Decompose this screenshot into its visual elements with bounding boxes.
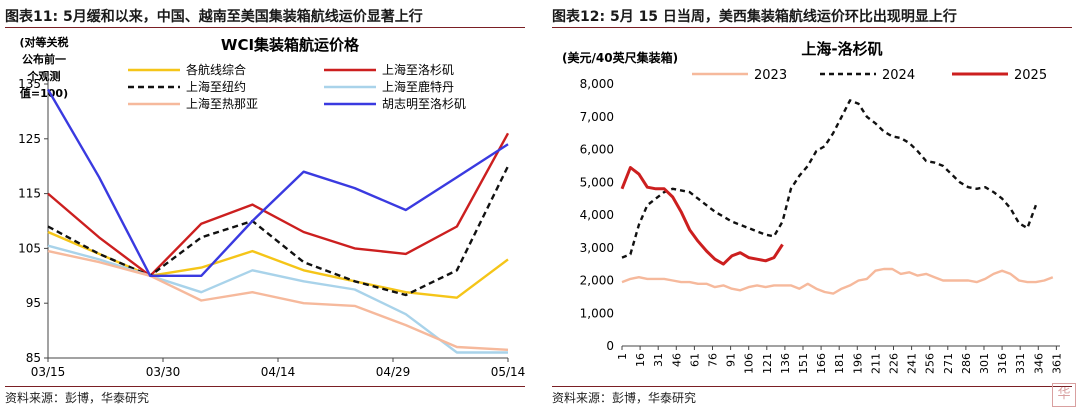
y-tick-label: 4,000 <box>580 208 614 222</box>
y-tick-label: 95 <box>26 296 41 310</box>
x-tick-label: 151 <box>797 353 810 374</box>
legend-label: 上海至纽约 <box>186 79 246 94</box>
series-line-2023 <box>621 267 1054 295</box>
chart-title: 上海-洛杉矶 <box>801 40 882 58</box>
legend-label: 各航线综合 <box>186 62 246 77</box>
right-figure-title: 图表12: 5月 15 日当周，美西集装箱航线运价环比出现明显上行 <box>552 9 957 25</box>
x-tick-label: 196 <box>851 353 864 374</box>
chart-title: WCI集装箱航运价格 <box>221 36 360 54</box>
y-tick-label: 2,000 <box>580 274 614 288</box>
x-tick-label: 05/14 <box>491 365 526 379</box>
y-tick-label: 5,000 <box>580 175 614 189</box>
left-panel: 图表11: 5月缓和以来，中国、越南至美国集装箱航线运价显著上行 WCI集装箱航… <box>0 0 530 409</box>
y-tick-label: 125 <box>18 132 41 146</box>
y-tick-label: 105 <box>18 241 41 255</box>
logo-stamp-icon: 华 <box>1052 383 1076 407</box>
y-tick-label: 7,000 <box>580 110 614 124</box>
x-tick-label: 03/30 <box>146 365 181 379</box>
series-line-上海至洛杉矶 <box>47 132 510 277</box>
y-axis-label: (美元/40英尺集装箱) <box>562 50 678 65</box>
x-tick-label: 04/29 <box>376 365 411 379</box>
right-title-rule <box>552 27 1072 28</box>
x-tick-label: 136 <box>779 353 792 374</box>
x-tick-label: 91 <box>725 353 738 367</box>
y-axis-label: 公布前一 <box>22 52 66 66</box>
x-tick-label: 04/14 <box>261 365 296 379</box>
y-tick-label: 85 <box>26 351 41 365</box>
x-tick-label: 46 <box>670 353 683 367</box>
x-tick-label: 181 <box>833 353 846 374</box>
x-tick-label: 316 <box>996 353 1009 374</box>
series-line-上海至热那亚 <box>47 249 509 351</box>
left-bottom-rule <box>5 386 525 387</box>
y-tick-label: 8,000 <box>580 77 614 91</box>
y-axis-label: 个观测 <box>27 69 61 83</box>
x-tick-label: 256 <box>924 353 937 374</box>
legend-label: 上海至鹿特丹 <box>382 79 454 94</box>
x-tick-label: 226 <box>887 353 900 374</box>
legend-label: 胡志明至洛杉矶 <box>382 96 466 111</box>
legend-label: 上海至热那亚 <box>186 96 258 111</box>
left-source-note: 资料来源：彭博，华泰研究 <box>5 391 150 405</box>
y-axis-label: (对等关税 <box>19 35 68 49</box>
x-tick-label: 361 <box>1050 353 1063 374</box>
x-tick-label: 31 <box>652 353 665 367</box>
x-tick-label: 16 <box>634 353 647 367</box>
x-tick-label: 121 <box>761 353 774 374</box>
series-line-胡志明至洛杉矶 <box>46 88 509 277</box>
y-tick-label: 6,000 <box>580 143 614 157</box>
x-tick-label: 211 <box>869 353 882 374</box>
y-tick-label: 0 <box>606 339 614 353</box>
right-chart: (美元/40英尺集装箱) 上海-洛杉矶 0 1,000 2,000 3,000 4,000 5… <box>562 40 1063 374</box>
x-tick-label: 331 <box>1014 353 1027 374</box>
series-line-上海至鹿特丹 <box>47 244 508 354</box>
x-tick-label: 241 <box>906 353 919 374</box>
x-tick-label: 03/15 <box>31 365 66 379</box>
x-tick-label: 76 <box>706 353 719 367</box>
y-tick-label: 135 <box>18 77 41 91</box>
legend-label: 上海至洛杉矶 <box>382 62 454 77</box>
series-line-2024 <box>621 99 1038 259</box>
x-tick-label: 166 <box>815 353 828 374</box>
legend-label: 2024 <box>882 68 915 83</box>
x-tick-label: 286 <box>960 353 973 374</box>
right-bottom-rule <box>552 386 1072 387</box>
legend-label: 2023 <box>754 68 787 83</box>
y-axis-label: 值=100) <box>20 86 68 100</box>
x-tick-label: 106 <box>743 353 756 374</box>
x-tick-label: 61 <box>688 353 701 367</box>
right-panel: 图表12: 5月 15 日当周，美西集装箱航线运价环比出现明显上行 (美元/40… <box>552 0 1080 409</box>
legend-label: 2025 <box>1014 68 1047 83</box>
x-tick-label: 301 <box>978 353 991 374</box>
x-tick-label: 271 <box>942 353 955 374</box>
right-source-note: 资料来源：彭博，华泰研究 <box>552 391 697 405</box>
x-tick-label: 1 <box>616 353 629 360</box>
x-tick-label: 346 <box>1032 353 1045 374</box>
series-line-上海至纽约 <box>47 165 510 297</box>
y-tick-label: 115 <box>18 187 41 201</box>
y-tick-label: 1,000 <box>580 306 614 320</box>
y-tick-label: 3,000 <box>580 241 614 255</box>
left-figure-title: 图表11: 5月缓和以来，中国、越南至美国集装箱航线运价显著上行 <box>5 9 423 25</box>
left-title-rule <box>5 27 525 28</box>
series-line-2025 <box>620 166 784 266</box>
